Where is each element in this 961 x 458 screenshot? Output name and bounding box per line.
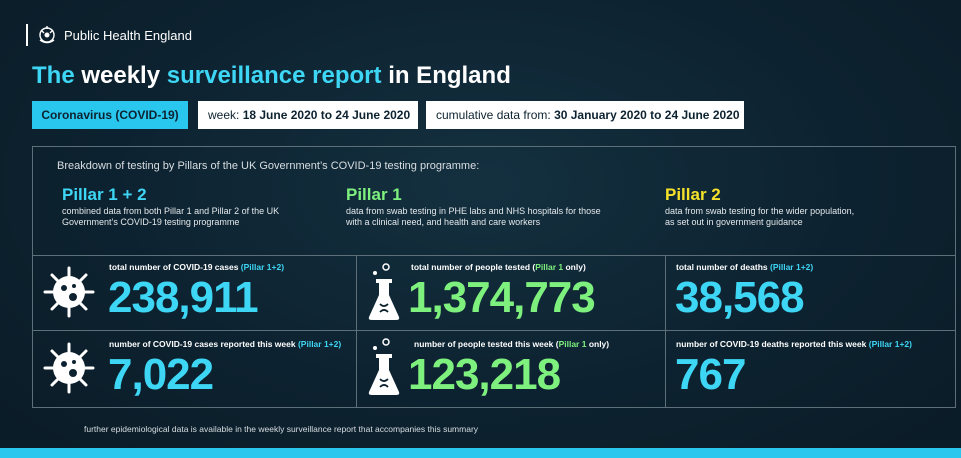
footnote: further epidemiological data is availabl… <box>84 424 479 434</box>
bottom-accent-bar <box>0 448 961 458</box>
total-deaths-label: total number of deaths (Pillar 1+2) <box>676 262 814 272</box>
brand-name: Public Health England <box>64 27 192 43</box>
week-deaths-label: number of COVID-19 deaths reported this … <box>676 339 912 349</box>
virus-icon <box>43 342 95 394</box>
pillar-1: Pillar 1 data from swab testing in PHE l… <box>346 185 601 227</box>
pillar-2: Pillar 2 data from swab testing for the … <box>665 185 855 227</box>
week-tested-value: 123,218 <box>408 350 561 399</box>
flask-icon <box>368 263 400 320</box>
brand-logo: Public Health England <box>26 24 192 46</box>
cumulative-tag: cumulative data from: 30 January 2020 to… <box>426 101 744 129</box>
brand-divider <box>26 24 28 46</box>
total-tested-value: 1,374,773 <box>408 273 596 322</box>
week-cases-label: number of COVID-19 cases reported this w… <box>109 339 342 349</box>
total-deaths-value: 38,568 <box>675 273 805 322</box>
flask-icon <box>368 338 400 395</box>
panel-intro: Breakdown of testing by Pillars of the U… <box>57 160 480 172</box>
total-cases-value: 238,911 <box>108 273 259 322</box>
pillar-1-2: Pillar 1 + 2 combined data from both Pil… <box>62 185 280 227</box>
virus-icon <box>43 266 95 318</box>
page-title: The weekly surveillance report in Englan… <box>32 62 511 89</box>
total-tested-label: total number of people tested (Pillar 1 … <box>411 262 586 272</box>
week-tested-label: number of people tested this week (Pilla… <box>414 339 610 349</box>
cell-week-deaths <box>665 330 956 408</box>
week-deaths-value: 767 <box>675 350 746 399</box>
covid-tag: Coronavirus (COVID-19) <box>32 101 188 129</box>
total-cases-label: total number of COVID-19 cases (Pillar 1… <box>109 262 285 272</box>
week-cases-value: 7,022 <box>108 350 214 399</box>
week-tag: week: 18 June 2020 to 24 June 2020 <box>198 101 418 129</box>
crest-icon <box>39 26 55 44</box>
